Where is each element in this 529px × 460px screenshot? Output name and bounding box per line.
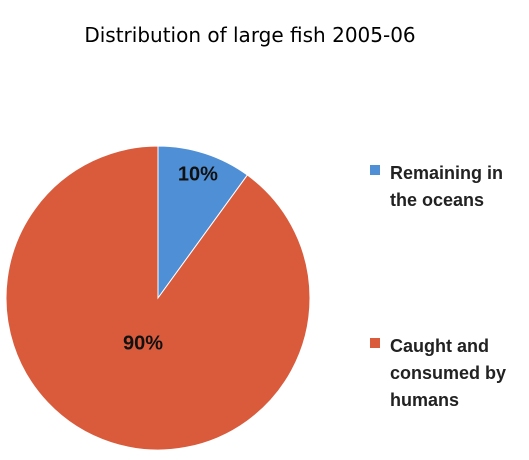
value-label: 10% xyxy=(178,163,218,185)
legend-label: Remaining in the oceans xyxy=(390,163,504,210)
pie-slice xyxy=(157,145,249,300)
pie-slice xyxy=(5,145,311,451)
legend-swatch xyxy=(370,165,380,175)
value-label: 90% xyxy=(123,333,163,355)
legend-swatch xyxy=(370,338,380,348)
chart-title: Distribution of large fish 2005-06 xyxy=(84,23,415,47)
legend-label: Caught and consumed by humans xyxy=(390,336,507,410)
